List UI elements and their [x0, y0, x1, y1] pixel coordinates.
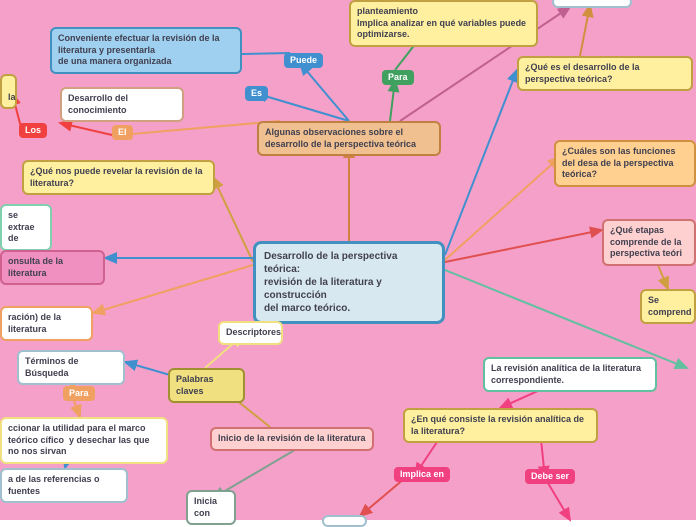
edge-label: Puede: [284, 53, 323, 68]
edge: [445, 230, 602, 262]
edge: [120, 121, 280, 135]
concept-node[interactable]: la: [0, 74, 17, 109]
edge: [580, 5, 590, 56]
edge-label: Para: [382, 70, 414, 85]
concept-node[interactable]: Términos de Búsqueda: [17, 350, 125, 385]
concept-node[interactable]: [552, 0, 632, 8]
edge-label: Para: [63, 386, 95, 401]
mindmap-canvas[interactable]: Desarrollo de la perspectiva teórica: re…: [0, 0, 696, 520]
edge: [545, 478, 570, 520]
concept-node[interactable]: Descriptores: [218, 321, 283, 345]
central-node[interactable]: Desarrollo de la perspectiva teórica: re…: [253, 241, 445, 324]
concept-node[interactable]: ¿En qué consiste la revisión analítica d…: [403, 408, 598, 443]
edge-label: Debe ser: [525, 469, 575, 484]
edge: [93, 265, 253, 313]
concept-node[interactable]: ccionar la utilidad para el marco teóric…: [0, 417, 168, 464]
edge: [60, 123, 112, 135]
concept-node[interactable]: Algunas observaciones sobre el desarroll…: [257, 121, 441, 156]
concept-node[interactable]: ¿Cuáles son las funciones del desa de la…: [554, 140, 696, 187]
concept-node[interactable]: Inicio de la revisión de la literatura: [210, 427, 374, 451]
concept-node[interactable]: ¿Qué nos puede revelar la revisión de la…: [22, 160, 215, 195]
concept-node[interactable]: ración) de la literatura: [0, 306, 93, 341]
concept-node[interactable]: Se comprend: [640, 289, 696, 324]
edge-label: Es: [245, 86, 268, 101]
edge: [390, 80, 395, 121]
concept-node[interactable]: [322, 515, 367, 527]
edge: [73, 398, 80, 417]
concept-node[interactable]: Inicia con: [186, 490, 236, 525]
concept-node[interactable]: La revisión analítica de la literatura c…: [483, 357, 657, 392]
edge: [213, 177, 253, 262]
edge: [255, 93, 349, 121]
concept-node[interactable]: a de las referencias o fuentes: [0, 468, 128, 503]
edge-label: Los: [19, 123, 47, 138]
concept-node[interactable]: ¿Qué es el desarrollo de la perspectiva …: [517, 56, 693, 91]
concept-node[interactable]: Palabras claves: [168, 368, 245, 403]
concept-node[interactable]: Conveniente efectuar la revisión de la l…: [50, 27, 242, 74]
edge-label: Implica en: [394, 467, 450, 482]
edge-label: El: [112, 125, 133, 140]
edge: [125, 362, 170, 375]
edge: [300, 63, 349, 121]
concept-node[interactable]: Desarrollo del conocimiento: [60, 87, 184, 122]
edge: [360, 478, 405, 516]
concept-node[interactable]: se extrae de: [0, 204, 52, 251]
concept-node[interactable]: planteamiento Implica analizar en qué va…: [349, 0, 538, 47]
concept-node[interactable]: onsulta de la literatura: [0, 250, 105, 285]
concept-node[interactable]: ¿Qué etapas comprende de la perspectiva …: [602, 219, 696, 266]
